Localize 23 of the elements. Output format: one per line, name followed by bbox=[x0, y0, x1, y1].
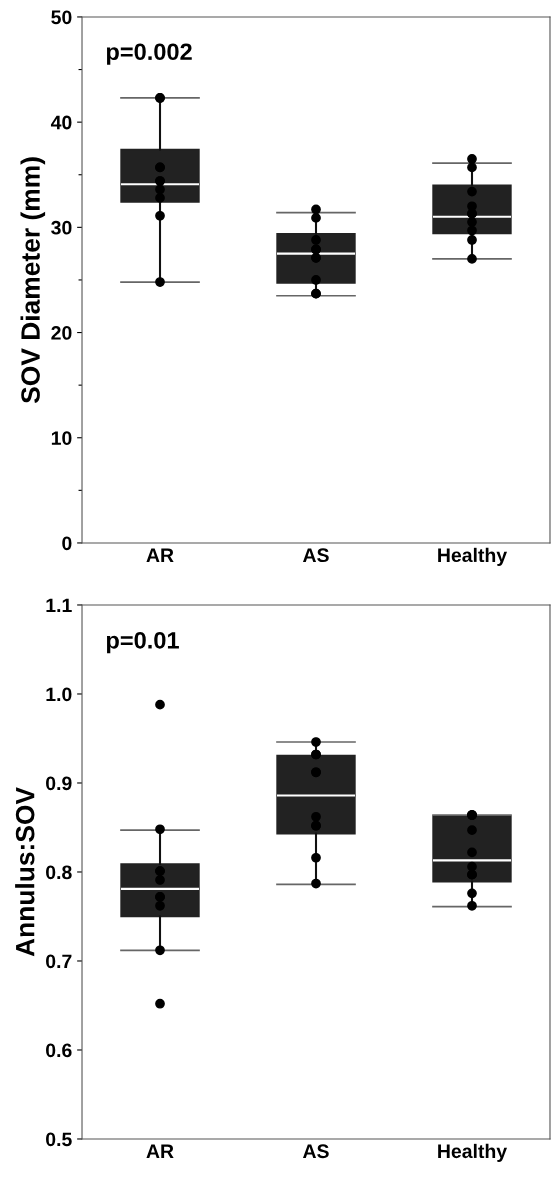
x-tick-label: AS bbox=[302, 1144, 329, 1159]
y-tick-label: 40 bbox=[50, 115, 72, 130]
annotation: p=0.01 bbox=[106, 631, 179, 654]
y-tick-label: 0.9 bbox=[46, 776, 72, 791]
y-tick-label: 20 bbox=[51, 326, 72, 340]
y-axis-title: Annulus:SOV bbox=[15, 787, 35, 957]
x-tick-label: Healthy bbox=[438, 547, 508, 566]
y-tick-label: 10 bbox=[51, 431, 72, 445]
y-tick-label: 1.0 bbox=[46, 687, 72, 702]
y-tick-label: 50 bbox=[51, 10, 72, 25]
y-tick-label: 0.8 bbox=[46, 865, 72, 880]
y-axis-title: SOV Diameter (mm) bbox=[20, 157, 46, 404]
y-tick-label: 1.1 bbox=[46, 598, 72, 613]
x-tick-label: AS bbox=[302, 548, 329, 563]
x-tick-label: Healthy bbox=[438, 1143, 508, 1162]
y-tick-label: 0 bbox=[62, 536, 72, 551]
annotation: p=0.002 bbox=[106, 43, 192, 65]
y-tick-label: 0.6 bbox=[46, 1043, 72, 1058]
x-tick-label: AR bbox=[146, 1144, 174, 1158]
y-tick-label: 0.7 bbox=[46, 954, 72, 969]
y-tick-label: 0.5 bbox=[46, 1132, 72, 1147]
y-tick-label: 30 bbox=[51, 220, 72, 235]
x-tick-label: AR bbox=[146, 548, 174, 562]
